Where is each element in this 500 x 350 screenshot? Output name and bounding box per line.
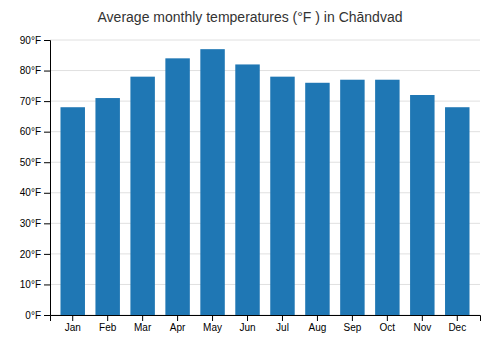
tick-label: Jul [276, 322, 289, 333]
tick: Apr [170, 315, 186, 333]
bar [200, 49, 224, 315]
tick: Feb [99, 315, 117, 333]
tick: 90°F [20, 35, 50, 46]
tick-label: 30°F [20, 218, 41, 229]
tick-mark [457, 315, 458, 321]
tick: 10°F [20, 279, 50, 290]
tick: 50°F [20, 157, 50, 168]
bar [270, 77, 294, 315]
tick: 40°F [20, 187, 50, 198]
y-axis: 0°F 10°F 20°F 30°F 40°F 50°F 60°F 70°F 80°F 90°F [20, 35, 51, 321]
tick-mark [387, 315, 388, 321]
tick-mark [44, 315, 50, 316]
tick-mark [422, 315, 423, 321]
tick-label: 0°F [25, 310, 41, 321]
tick-label: May [203, 322, 222, 333]
tick: Jul [276, 315, 289, 333]
axis-line [51, 316, 481, 322]
tick: 70°F [20, 96, 50, 107]
tick: Aug [309, 315, 327, 333]
tick: May [203, 315, 222, 333]
tick-mark [44, 193, 50, 194]
tick-mark [282, 315, 283, 321]
tick-mark [44, 162, 50, 163]
grid-line [50, 70, 480, 71]
tick-mark [142, 315, 143, 321]
tick-label: Jan [65, 322, 81, 333]
bar [410, 95, 434, 315]
bar [375, 80, 399, 315]
axis-line [44, 41, 51, 316]
tick-mark [44, 71, 50, 72]
bar [130, 77, 154, 315]
grid-line [50, 40, 480, 41]
tick-label: 70°F [20, 96, 41, 107]
tick-label: Feb [99, 322, 117, 333]
grid [50, 40, 480, 315]
tick-label: Dec [448, 322, 466, 333]
tick-mark [44, 284, 50, 285]
tick-label: Nov [413, 322, 431, 333]
tick-label: Jun [239, 322, 255, 333]
title: Average monthly temperatures (°F ) in Ch… [98, 9, 403, 25]
chart: Average monthly temperatures (°F ) in Ch… [0, 0, 500, 350]
tick: 30°F [20, 218, 50, 229]
tick-mark [212, 315, 213, 321]
tick-mark [44, 254, 50, 255]
tick-label: Aug [309, 322, 327, 333]
tick: 0°F [25, 310, 50, 321]
tick-label: 10°F [20, 279, 41, 290]
chart-container: Average monthly temperatures (°F ) in Ch… [0, 0, 500, 350]
tick-label: 20°F [20, 249, 41, 260]
tick: Jun [239, 315, 255, 333]
bar [445, 107, 469, 315]
tick-label: Sep [343, 322, 361, 333]
tick: Sep [343, 315, 361, 333]
bar [165, 58, 189, 315]
tick: Jan [65, 315, 81, 333]
tick-mark [107, 315, 108, 321]
tick-mark [352, 315, 353, 321]
bar [235, 64, 259, 315]
tick: Nov [413, 315, 431, 333]
tick-mark [44, 223, 50, 224]
tick-label: Apr [170, 322, 186, 333]
tick-label: 40°F [20, 187, 41, 198]
x-axis: Jan Feb Mar Apr May Jun Jul Aug Sep Oct Nov Dec [51, 315, 481, 333]
plot-area [60, 49, 469, 315]
tick-label: Oct [380, 322, 396, 333]
tick-label: 80°F [20, 65, 41, 76]
tick: Mar [134, 315, 152, 333]
bar [95, 98, 119, 315]
bar [60, 107, 84, 315]
tick-label: 50°F [20, 157, 41, 168]
tick-label: Mar [134, 322, 152, 333]
tick-mark [72, 315, 73, 321]
tick: 60°F [20, 126, 50, 137]
tick-mark [177, 315, 178, 321]
tick-label: 90°F [20, 35, 41, 46]
tick-label: 60°F [20, 126, 41, 137]
tick-mark [317, 315, 318, 321]
bar [305, 83, 329, 315]
tick: Dec [448, 315, 466, 333]
tick-mark [44, 101, 50, 102]
tick-mark [44, 132, 50, 133]
bar [340, 80, 364, 315]
tick-mark [44, 40, 50, 41]
tick-mark [247, 315, 248, 321]
tick: 20°F [20, 249, 50, 260]
tick: Oct [380, 315, 396, 333]
tick: 80°F [20, 65, 50, 76]
